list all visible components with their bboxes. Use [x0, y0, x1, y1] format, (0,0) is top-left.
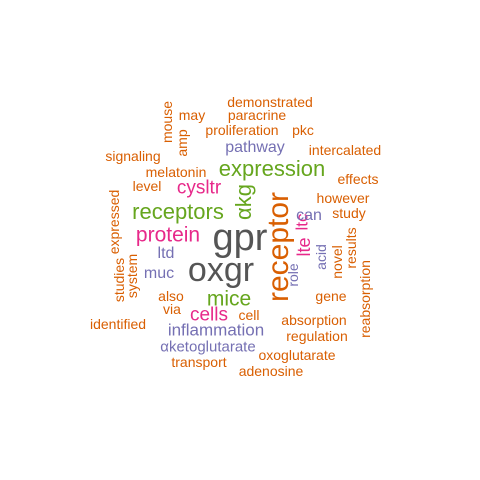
- word-demonstrated: demonstrated: [227, 94, 313, 110]
- word-level: level: [132, 178, 162, 194]
- word-cell: cell: [238, 307, 260, 323]
- word-can: can: [296, 207, 322, 224]
- word-expressed: expressed: [106, 189, 122, 255]
- word-mouse: mouse: [159, 100, 175, 144]
- word-adenosine: adenosine: [238, 363, 304, 379]
- word-cells: cells: [189, 304, 229, 326]
- word-system: system: [124, 253, 140, 299]
- word-intercalated: intercalated: [308, 142, 382, 158]
- word-gene: gene: [315, 288, 347, 304]
- word-regulation: regulation: [286, 328, 348, 344]
- word-effects: effects: [337, 171, 379, 187]
- word-amp: amp: [174, 129, 190, 157]
- word-akg: αkg: [231, 184, 256, 220]
- word-novel: novel: [329, 245, 345, 279]
- word-lte: lte: [294, 237, 314, 257]
- word-studies: studies: [111, 257, 127, 303]
- word-proliferation: proliferation: [205, 122, 279, 138]
- word-study: study: [332, 205, 366, 221]
- word-muc: muc: [143, 265, 175, 282]
- word-pkc: pkc: [292, 122, 314, 138]
- word-cysltr: cysltr: [176, 177, 222, 199]
- word-signaling: signaling: [105, 148, 161, 164]
- word-absorption: absorption: [281, 312, 347, 328]
- word-via: via: [163, 301, 181, 317]
- word-expression: expression: [218, 156, 326, 181]
- word-melatonin: melatonin: [145, 164, 207, 180]
- word-acid: acid: [313, 244, 329, 270]
- word-however: however: [316, 190, 370, 206]
- word-paracrine: paracrine: [227, 107, 287, 123]
- word-oxoglutarate: oxoglutarate: [258, 347, 336, 363]
- word-oxgr: oxgr: [187, 251, 255, 289]
- word-transport: transport: [171, 354, 227, 370]
- word-pathway: pathway: [225, 139, 285, 156]
- word-protein: protein: [135, 223, 201, 247]
- word-mice: mice: [206, 287, 252, 311]
- word-reabsorption: reabsorption: [357, 260, 373, 338]
- word-receptors: receptors: [132, 199, 224, 224]
- word-inflammation: inflammation: [167, 320, 265, 340]
- word-gpr: gpr: [212, 217, 268, 259]
- word-identified: identified: [89, 316, 147, 332]
- word-results: results: [343, 227, 359, 269]
- word-ltd: ltd: [157, 245, 175, 262]
- word-role: role: [285, 263, 301, 287]
- word-aketoglutarate: αketoglutarate: [160, 338, 256, 356]
- word-also: also: [158, 288, 184, 304]
- word-may: may: [178, 107, 206, 123]
